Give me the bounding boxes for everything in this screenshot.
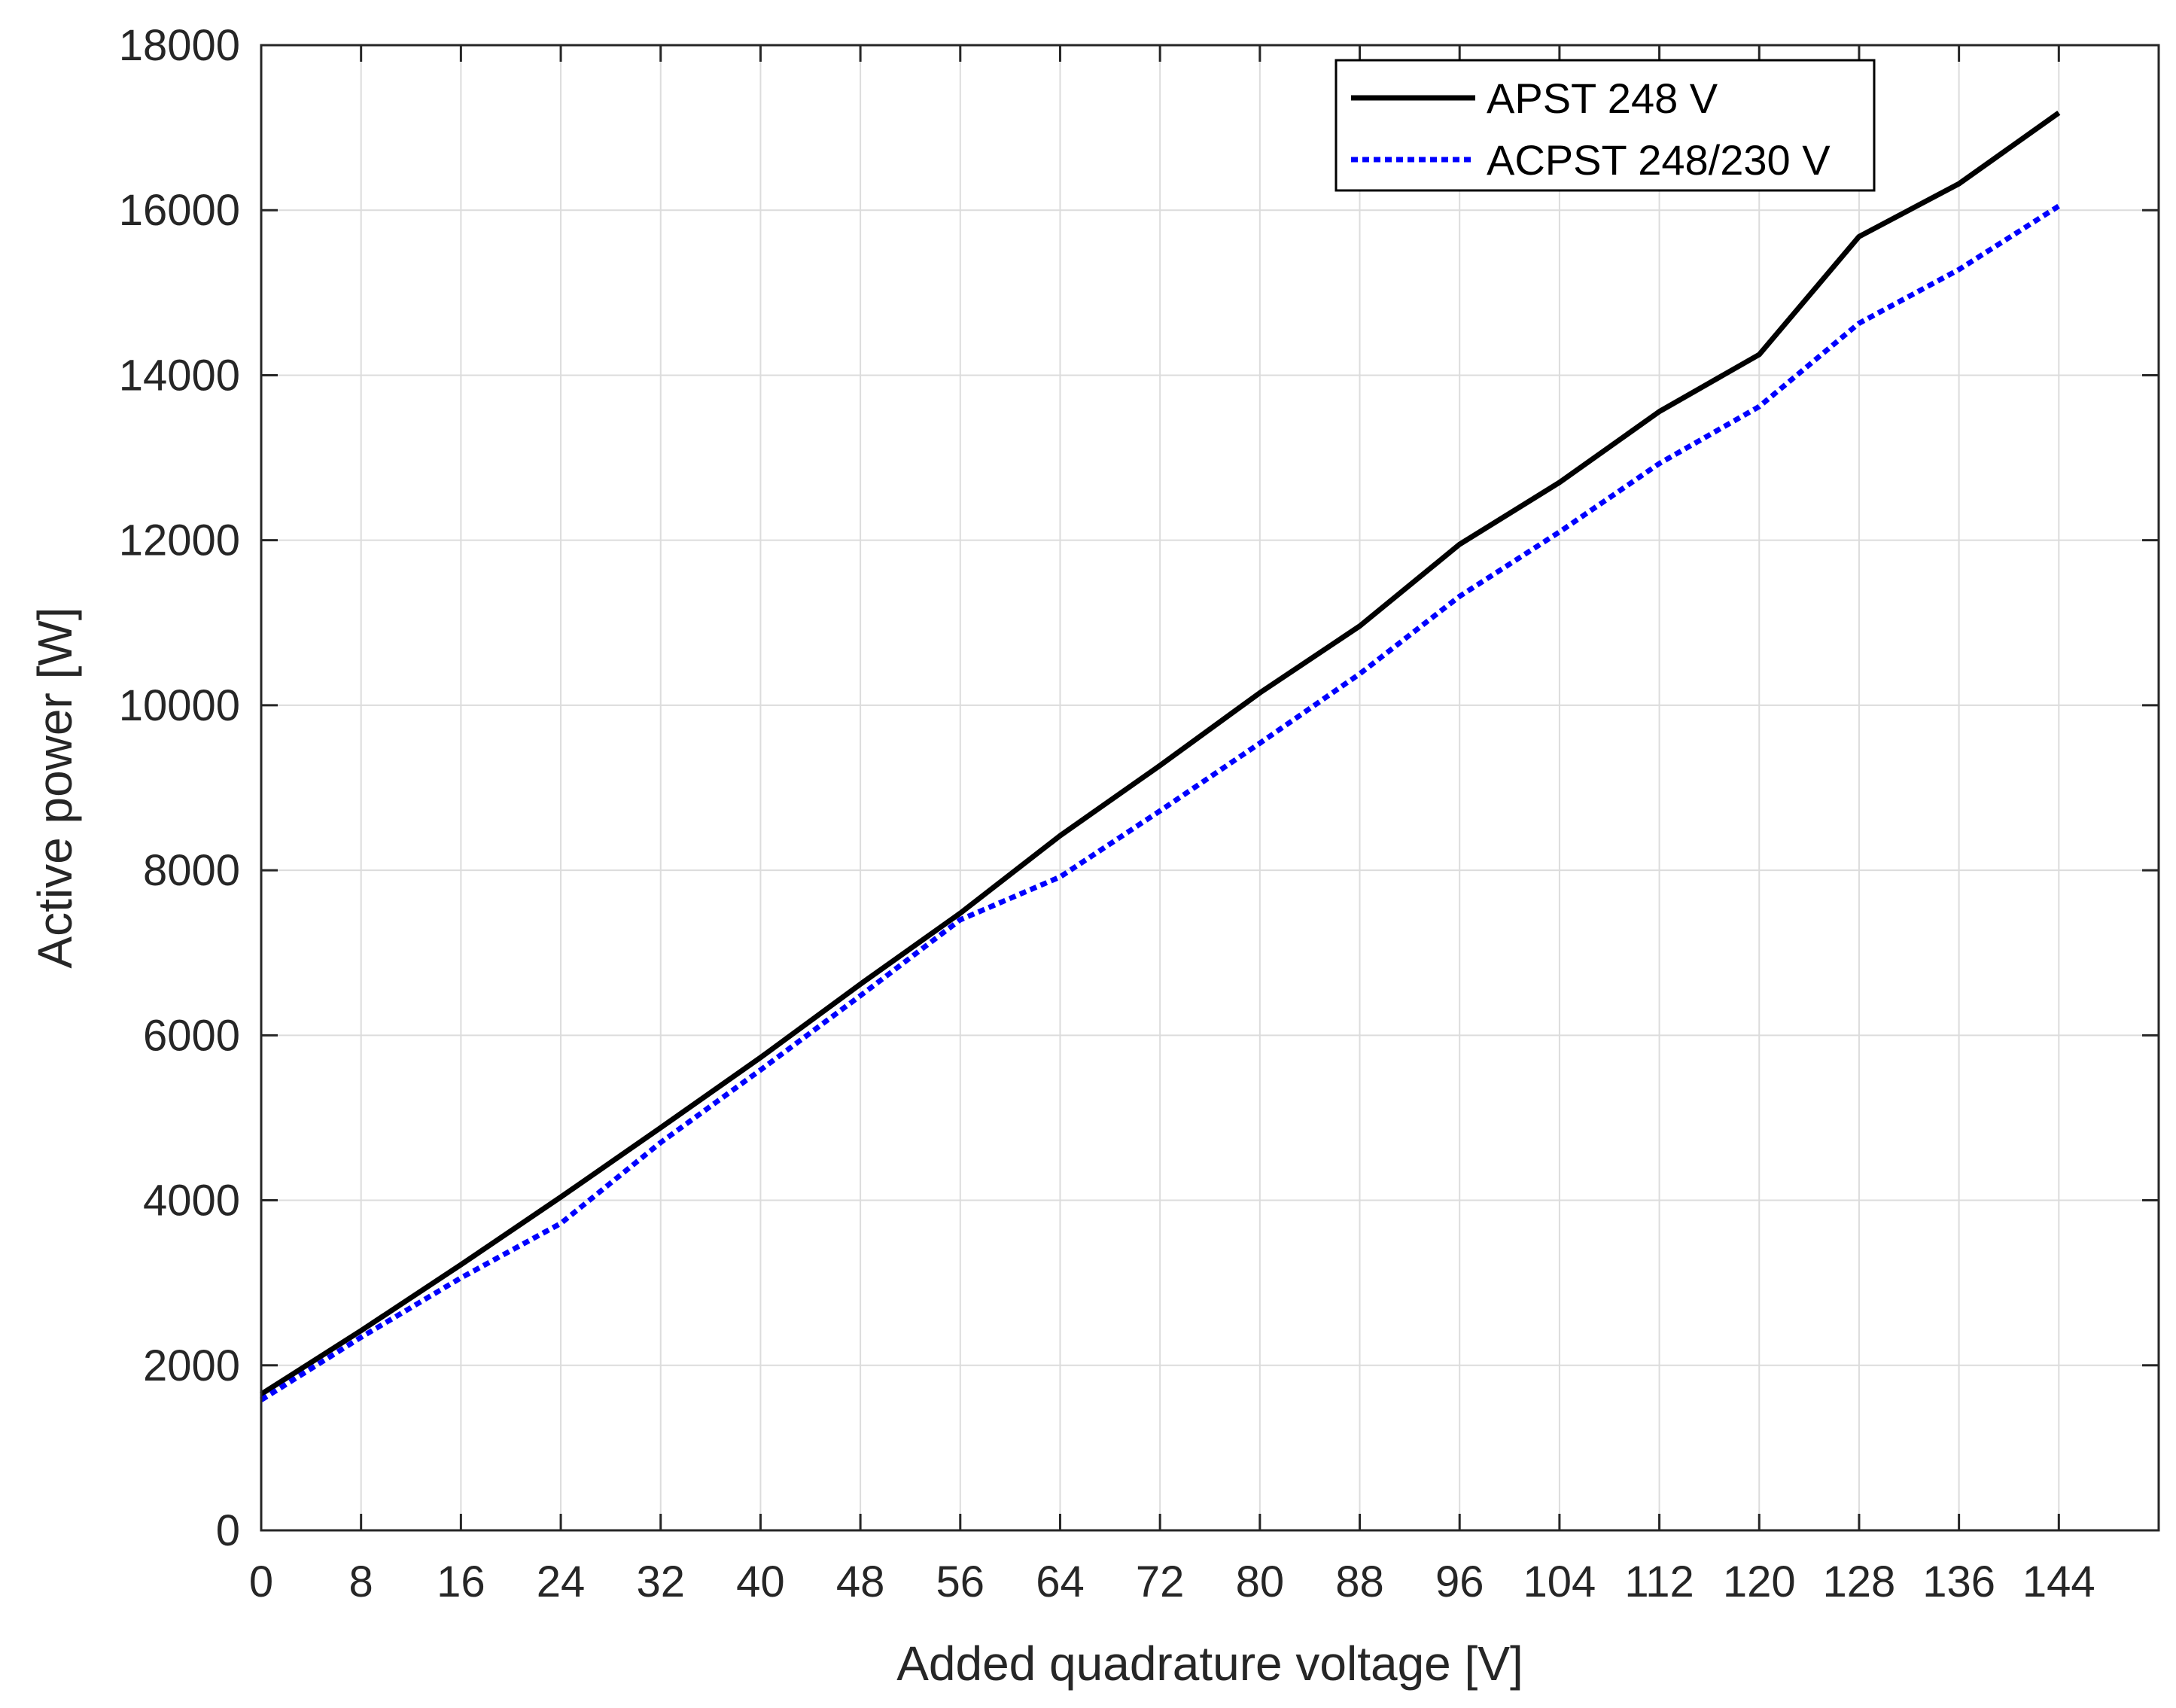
- series-line: [260, 203, 2061, 1402]
- x-tick-label: 80: [1236, 1557, 1285, 1606]
- legend-label: APST 248 V: [1487, 75, 1718, 122]
- x-axis-title: Added quadrature voltage [V]: [896, 1636, 1523, 1691]
- x-tick-label: 72: [1136, 1557, 1185, 1606]
- series-group: [260, 111, 2061, 1402]
- x-tick-label: 136: [1922, 1557, 1995, 1606]
- x-tick-label: 128: [1823, 1557, 1896, 1606]
- x-tick-label: 48: [836, 1557, 885, 1606]
- x-tick-label: 104: [1523, 1557, 1596, 1606]
- grid: [261, 44, 2159, 1530]
- x-tick-label: 0: [249, 1557, 273, 1606]
- y-tick-label: 6000: [143, 1011, 240, 1060]
- x-tick-label: 112: [1624, 1557, 1694, 1606]
- y-tick-label: 10000: [119, 681, 240, 730]
- x-tick-label: 40: [736, 1557, 785, 1606]
- x-tick-label: 144: [2022, 1557, 2095, 1606]
- axis-ticks: 0 8 16 24 32 40 48 56 64 72 80 88 96 104 112 120 128 136 1…: [119, 21, 2159, 1606]
- y-tick-label: 0: [216, 1506, 240, 1555]
- x-tick-label: 64: [1036, 1557, 1085, 1606]
- legend-box: [1335, 59, 1876, 192]
- x-tick-label: 16: [437, 1557, 485, 1606]
- x-tick-label: 56: [936, 1557, 985, 1606]
- x-tick-label: 8: [349, 1557, 373, 1606]
- y-tick-label: 14000: [119, 351, 240, 400]
- plot-frame: [260, 44, 2160, 1532]
- x-tick-label: 88: [1335, 1557, 1384, 1606]
- y-tick-label: 18000: [119, 21, 240, 70]
- x-tick-label: 96: [1435, 1557, 1484, 1606]
- legend-label: ACPST 248/230 V: [1487, 136, 1831, 184]
- legend: APST 248 V ACPST 248/230 V: [1335, 59, 1876, 192]
- x-tick-label: 24: [537, 1557, 586, 1606]
- y-tick-label: 16000: [119, 186, 240, 235]
- x-tick-label: 32: [636, 1557, 685, 1606]
- x-tick-label: 120: [1723, 1557, 1796, 1606]
- y-tick-label: 4000: [143, 1177, 240, 1225]
- y-tick-label: 12000: [119, 516, 240, 565]
- y-tick-label: 2000: [143, 1341, 240, 1390]
- y-axis-title: Active power [W]: [28, 607, 82, 968]
- y-tick-label: 8000: [143, 846, 240, 895]
- series-line: [260, 111, 2061, 1397]
